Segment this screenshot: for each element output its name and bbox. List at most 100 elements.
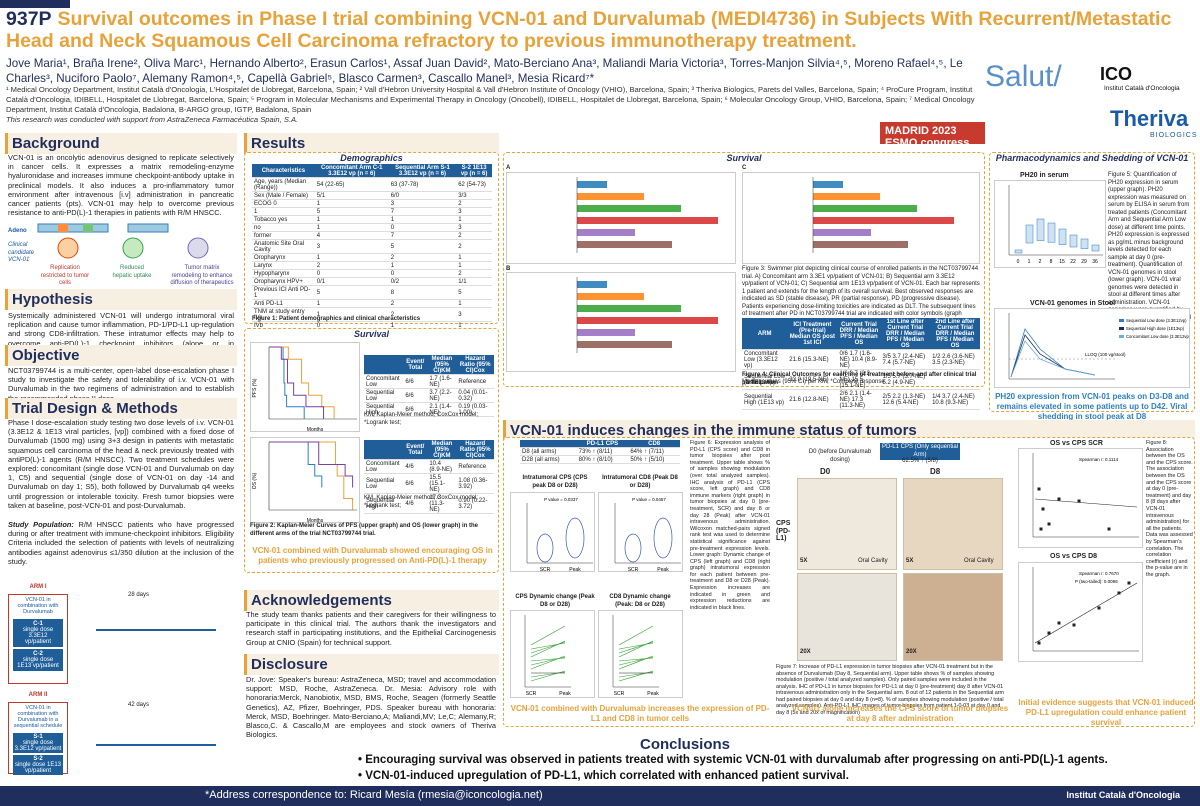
km-series-line bbox=[269, 441, 323, 488]
demographics-cell: 3/3 bbox=[456, 191, 492, 200]
swimmer-bar bbox=[577, 241, 672, 248]
swimmer-plot-c bbox=[742, 172, 980, 264]
stool-lloq-label: LLOQ (100 vg/stool) bbox=[1085, 352, 1126, 357]
immune-mod-cell: 73% ↑ (8/11) bbox=[576, 447, 629, 456]
violin-peak bbox=[565, 517, 585, 559]
fig4-cell: 21.6 (12.8-NE) bbox=[787, 389, 838, 410]
arm2-s2: S-2 single dose 1E13 vp/patient bbox=[13, 755, 63, 775]
demographics-cell: Previous ICI Anti PD-1 bbox=[252, 285, 315, 300]
demographics-row: TNM at study entry IVa 1 2 3 bbox=[252, 307, 492, 322]
demographics-cell: 2 bbox=[388, 253, 457, 262]
ph20-box bbox=[1091, 244, 1100, 252]
swimmer-bar bbox=[577, 181, 607, 188]
os-table: Event/ Total Median (95% CI)KM Hazard Rati… bbox=[364, 440, 494, 514]
demographics-cell: Larynx bbox=[252, 261, 315, 270]
scatter-point bbox=[1107, 527, 1111, 531]
fig4-header-cell: 1st Line after Current Trial DRR / Media… bbox=[880, 318, 931, 350]
s2-sub: single dose 1E13 vp/patient bbox=[14, 762, 62, 774]
os-cell: 4/6 bbox=[403, 493, 428, 514]
os-km-chart: OS (%) Months bbox=[250, 437, 360, 523]
authors: Jove Maria¹, Braña Irene², Oliva Marc¹, … bbox=[6, 57, 963, 85]
fig2-highlight: VCN-01 combined with Durvalumab showed e… bbox=[252, 546, 493, 565]
dyn-patient-line bbox=[618, 657, 654, 662]
swimmer-bar bbox=[813, 217, 954, 224]
fig8-caption: Figure 8: Association between the OS and… bbox=[1146, 440, 1193, 578]
cd8-violin-chart: P value = 0.0457 SCR Peak bbox=[598, 492, 683, 572]
os-cell: 15.5 (15.1-NE) bbox=[427, 473, 457, 494]
demographics-cell: 3 bbox=[388, 199, 457, 208]
dyn-peak-label: Peak bbox=[559, 691, 571, 697]
demographics-cell: 2 bbox=[388, 307, 457, 322]
dyn-peak-label: Peak bbox=[647, 691, 659, 697]
ph20-box bbox=[1080, 238, 1089, 249]
stool-legend-swatch bbox=[1119, 327, 1124, 330]
demographics-cell: no bbox=[252, 223, 315, 232]
demographics-cell: 0/2 bbox=[388, 277, 457, 286]
immune-heading: VCN-01 induces changes in the immune sta… bbox=[503, 420, 1195, 441]
fig4-header-row: ARM ICI Treatment (Pre-trial) Median OS p… bbox=[742, 318, 980, 350]
scatter-pvalue: P (two-tailed): 0.0096 bbox=[1075, 579, 1118, 584]
demographics-row: Age, years (Median (Range)) 54 (22-65) 63 … bbox=[252, 177, 492, 192]
fig4-row: Sequential Low (3.3E12 vp) 23.0 (19.5-NE)… bbox=[742, 369, 980, 390]
pfs-row: Sequential High 6/6 2.1 (1.4-NE) 0.19 (0.03… bbox=[364, 402, 494, 417]
x-axis-label: Months bbox=[307, 427, 324, 432]
arms-diagram: ARM I VCN-01 in combination with Durvalu… bbox=[8, 584, 234, 779]
demographics-cell: 4 bbox=[314, 231, 389, 240]
swimmer-bar bbox=[577, 341, 672, 348]
immune-mod-cell: 50% ↑ (5/10) bbox=[628, 455, 680, 464]
pfs-row: Concomitant Low 6/6 1.7 (1.6-NE) Reference bbox=[364, 374, 494, 389]
ph20-tick-label: 29 bbox=[1081, 259, 1087, 265]
swimmer-bar bbox=[813, 241, 908, 248]
demographics-cell: 3 bbox=[456, 307, 492, 322]
swimmer-bar bbox=[577, 293, 644, 300]
poster-title: 937P Survival outcomes in Phase I trial c… bbox=[6, 8, 1196, 52]
poster-header: 937P Survival outcomes in Phase I trial c… bbox=[0, 0, 1200, 150]
pfs-header-cell bbox=[364, 355, 404, 375]
pfs-cell: 1.7 (1.6-NE) bbox=[427, 374, 457, 389]
pk-heading: Pharmacodynamics and Shedding of VCN-01 bbox=[995, 153, 1189, 163]
ph20-box bbox=[1058, 228, 1067, 245]
demographics-cell: 1 bbox=[252, 207, 315, 216]
demographics-cell: Anatomic Site Oral Cavity bbox=[252, 239, 315, 254]
swimmer-bar bbox=[813, 205, 917, 212]
km-series-line bbox=[269, 346, 335, 419]
violin-pvalue: P value = 0.0457 bbox=[632, 497, 666, 502]
demographics-cell: 54 (22-65) bbox=[314, 177, 389, 192]
os-header-row: Event/ Total Median (95% CI)KM Hazard Rati… bbox=[364, 440, 494, 460]
arm2-s1: S-1 single dose 3.3E12 vp/patient bbox=[13, 733, 63, 753]
demographics-cell: 3 bbox=[314, 239, 389, 254]
fig4-cell: Concomitant Low (3.3E12 vp) bbox=[742, 349, 788, 370]
os-cell: Sequential Low bbox=[364, 473, 404, 494]
reduced-note: Reduced hepatic uptake bbox=[112, 265, 152, 279]
conclusion-1: • Encouraging survival was observed in p… bbox=[358, 754, 1108, 766]
swimmer-bar bbox=[577, 317, 718, 324]
violin-peak bbox=[653, 517, 673, 559]
ph20-tick-label: 36 bbox=[1092, 259, 1098, 265]
scatter-spearman: Spearman r: 0.7670 bbox=[1079, 571, 1119, 576]
pfs-note: KM, Kaplan-Meier method; CoxCox model; *… bbox=[364, 412, 479, 426]
study-population-text: R/M HNSCC patients who have progressed d… bbox=[8, 520, 234, 566]
y-axis-label: OS (%) bbox=[252, 472, 258, 489]
ph20-boxplot: 0 1 2 8 15 22 29 36 bbox=[994, 180, 1106, 268]
demographics-row: former 4 7 2 bbox=[252, 231, 492, 240]
dyn-patient-line bbox=[530, 642, 566, 650]
dyn-scr-label: SCR bbox=[614, 691, 625, 697]
demographics-cell: 5 bbox=[314, 207, 389, 216]
pfs-cell: 6/6 bbox=[403, 388, 428, 403]
immune-mod-cell: D28 (all arms) bbox=[520, 455, 577, 464]
cd8-dyn-title: CD8 Dynamic change (Peak: D8 or D28) bbox=[609, 594, 671, 608]
dyn-patient-line bbox=[530, 625, 566, 646]
title-text: Survival outcomes in Phase I trial combi… bbox=[6, 8, 1172, 52]
demographics-row: Hypopharynx 0 0 2 bbox=[252, 269, 492, 278]
demographics-cell: 1 bbox=[456, 215, 492, 224]
demographics-cell: 1 bbox=[314, 299, 389, 308]
violin-scr-label: SCR bbox=[628, 567, 639, 572]
pfs-cell: Sequential Low bbox=[364, 388, 404, 403]
clinical-candidate-label: Clinical candidate VCN-01 bbox=[8, 242, 35, 263]
demographics-cell: 1/1 bbox=[456, 277, 492, 286]
immune-mod-header-row: PD-L1 CPS CD8 bbox=[520, 440, 680, 448]
demographics-cell: 0 bbox=[388, 223, 457, 232]
os-cell: 17.3 (11.3-NE) bbox=[427, 493, 457, 514]
immune-mod-cell: 80% ↑ (8/10) bbox=[576, 455, 629, 464]
